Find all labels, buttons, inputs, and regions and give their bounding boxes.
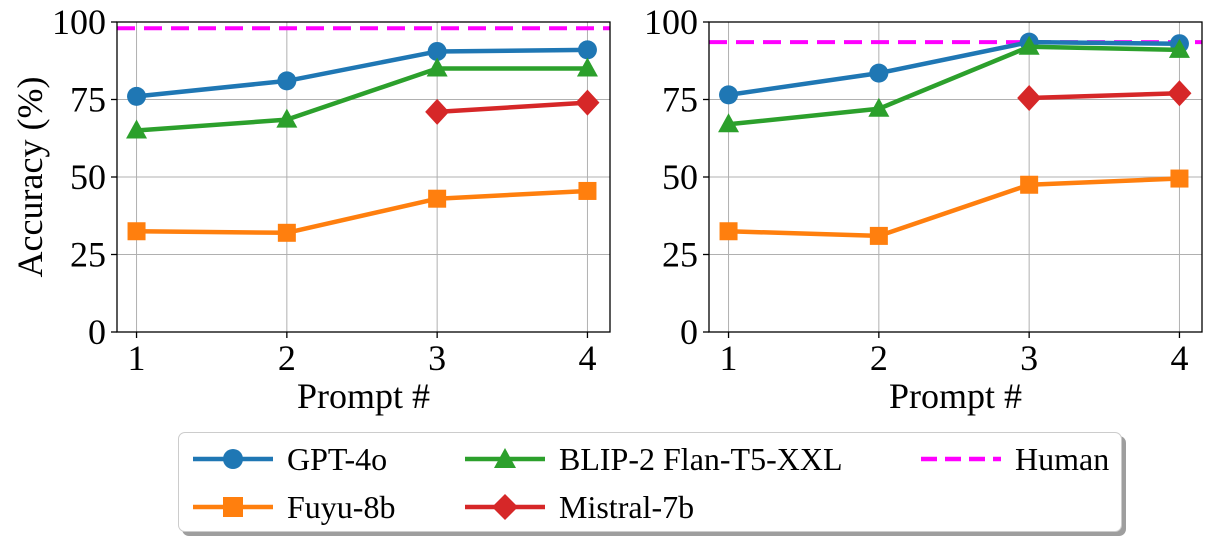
x-tick-label-1: 1 (720, 338, 738, 378)
legend-swatch-gpt-4o (193, 449, 273, 469)
y-tick-label-0: 0 (88, 312, 106, 352)
legend-label-blip-2: BLIP-2 Flan-T5-XXL (559, 441, 843, 477)
data-point-mistral-7b-2 (1167, 80, 1192, 107)
series-line-mistral-7b (1029, 91, 1180, 101)
legend-label-gpt-4o: GPT-4o (287, 441, 388, 477)
data-point-fuyu-8b-3 (1020, 175, 1039, 194)
series-fuyu-8b-left (127, 181, 597, 242)
y-tick-label-50: 50 (70, 157, 106, 197)
data-point-fuyu-8b-1 (719, 222, 738, 241)
data-point-fuyu-8b-2 (869, 226, 888, 245)
data-point-blip-2-flan-t5-xxl-1 (126, 119, 148, 139)
y-tick-label-100: 100 (644, 2, 698, 42)
x-tick-label-3: 3 (1020, 338, 1038, 378)
data-point-blip-2-flan-t5-xxl-2 (276, 108, 298, 128)
x-axis-label-left: Prompt # (297, 376, 430, 416)
data-point-gpt-4o-1 (719, 85, 739, 105)
series-line-fuyu-8b (728, 176, 1180, 239)
y-tick-label-100: 100 (52, 2, 106, 42)
data-point-gpt-4o-4 (577, 40, 597, 60)
series-gpt-4o-left (127, 40, 597, 106)
data-point-gpt-4o-3 (427, 41, 447, 61)
data-point-blip-2-flan-t5-xxl-2 (868, 97, 890, 117)
legend-label-fuyu-8b: Fuyu-8b (287, 489, 396, 525)
y-tick-label-75: 75 (662, 80, 698, 120)
chart-right-panel: 0 25 50 75 100 1 2 3 4 Prompt # (644, 2, 1203, 416)
data-point-blip-2-flan-t5-xxl-4 (576, 57, 598, 77)
y-tick-label-25: 25 (70, 235, 106, 275)
y-tick-label-0: 0 (680, 312, 698, 352)
series-line-fuyu-8b (136, 188, 588, 236)
legend-swatch-fuyu-8b (193, 497, 273, 517)
x-tick-label-1: 1 (128, 338, 146, 378)
data-point-fuyu-8b-4 (1170, 169, 1189, 188)
x-tick-label-2: 2 (278, 338, 296, 378)
gridlines-right (709, 21, 1202, 333)
y-tick-label-25: 25 (662, 235, 698, 275)
data-point-fuyu-8b-4 (578, 181, 597, 200)
series-line-mistral-7b (437, 100, 588, 115)
data-point-gpt-4o-1 (127, 86, 147, 106)
data-point-fuyu-8b-2 (277, 223, 296, 242)
data-point-gpt-4o-2 (277, 71, 297, 91)
legend-label-mistral-7b: Mistral-7b (559, 489, 695, 525)
data-point-fuyu-8b-3 (428, 189, 447, 208)
series-blip-2-flan-t5-xxl-right (718, 35, 1190, 133)
x-axis-label-right: Prompt # (889, 376, 1022, 416)
series-blip-2-flan-t5-xxl-left (126, 57, 598, 139)
y-tick-label-50: 50 (662, 157, 698, 197)
legend-swatch-blip-2 (465, 448, 545, 468)
y-tick-label-75: 75 (70, 80, 106, 120)
x-tick-label-4: 4 (1170, 338, 1188, 378)
data-point-mistral-7b-2 (575, 89, 600, 116)
series-line-gpt-4o (728, 39, 1180, 98)
data-point-mistral-7b-1 (1017, 84, 1042, 111)
data-point-fuyu-8b-1 (127, 222, 146, 241)
data-point-blip-2-flan-t5-xxl-1 (718, 113, 740, 133)
legend-swatch-mistral-7b (465, 494, 545, 520)
series-fuyu-8b-right (719, 169, 1189, 245)
x-tick-label-2: 2 (870, 338, 888, 378)
legend-label-human: Human (1015, 441, 1110, 477)
legend: GPT-4o Fuyu-8b BLIP-2 Flan-T5-XXL Mistra… (178, 432, 1122, 532)
x-tick-label-3: 3 (428, 338, 446, 378)
legend-swatch-human (921, 456, 1001, 462)
y-axis-label-left: Accuracy (%) (10, 77, 50, 278)
chart-left-panel: 0 25 50 75 100 1 2 3 4 Prompt # Accuracy (%) (10, 2, 611, 416)
data-point-blip-2-flan-t5-xxl-3 (1018, 35, 1040, 55)
series-line-blip-2-flan-t5-xxl (136, 66, 588, 133)
series-mistral-7b-right (1017, 80, 1192, 111)
data-point-blip-2-flan-t5-xxl-4 (1168, 38, 1190, 58)
x-tick-label-4: 4 (578, 338, 596, 378)
series-line-blip-2-flan-t5-xxl (728, 44, 1180, 127)
series-line-gpt-4o (136, 47, 588, 99)
data-point-blip-2-flan-t5-xxl-3 (426, 57, 448, 77)
data-point-mistral-7b-1 (425, 98, 450, 125)
series-mistral-7b-left (425, 89, 600, 125)
data-point-gpt-4o-2 (869, 63, 889, 83)
